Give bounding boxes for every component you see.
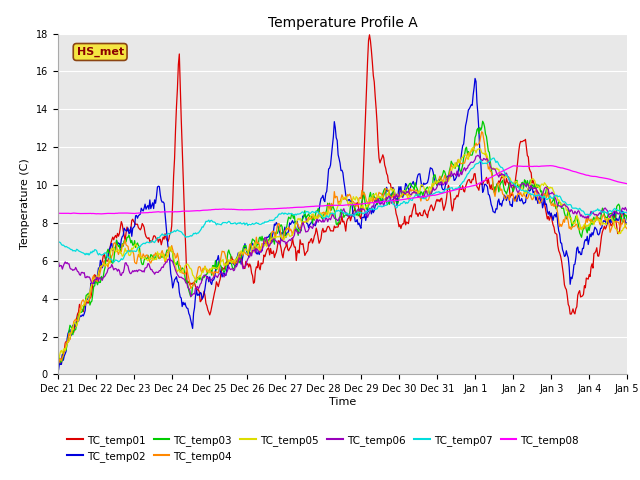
TC_temp07 (54, 238, 61, 243)
TC_temp05 (623, 220, 631, 226)
TC_temp02 (156, 184, 163, 190)
X-axis label: Time: Time (329, 397, 356, 407)
Line: TC_temp03: TC_temp03 (58, 121, 627, 362)
TC_temp08 (547, 163, 554, 168)
TC_temp08 (390, 198, 398, 204)
Y-axis label: Temperature (C): Temperature (C) (20, 158, 30, 250)
TC_temp06 (484, 159, 492, 165)
Line: TC_temp06: TC_temp06 (58, 155, 627, 297)
Line: TC_temp04: TC_temp04 (58, 132, 627, 364)
TC_temp08 (97, 211, 104, 217)
TC_temp03 (435, 178, 443, 183)
TC_temp07 (201, 221, 209, 227)
TC_temp01 (623, 215, 631, 220)
TC_temp05 (312, 216, 319, 221)
TC_temp06 (312, 217, 320, 223)
Line: TC_temp08: TC_temp08 (58, 166, 627, 214)
TC_temp04 (434, 179, 442, 185)
TC_temp04 (389, 192, 397, 198)
TC_temp01 (391, 204, 399, 210)
TC_temp05 (484, 154, 492, 159)
TC_temp05 (200, 266, 208, 272)
TC_temp03 (54, 356, 61, 362)
Line: TC_temp05: TC_temp05 (58, 147, 627, 360)
TC_temp03 (623, 217, 631, 223)
TC_temp04 (478, 129, 486, 134)
TC_temp07 (484, 160, 492, 166)
TC_temp04 (484, 160, 492, 166)
TC_temp02 (623, 220, 631, 226)
TC_temp03 (156, 256, 163, 262)
TC_temp07 (110, 259, 118, 265)
TC_temp03 (201, 273, 209, 278)
TC_temp08 (201, 207, 209, 213)
TC_temp04 (200, 267, 208, 273)
TC_temp01 (312, 225, 320, 231)
TC_temp01 (484, 176, 492, 182)
TC_temp06 (474, 152, 482, 158)
TC_temp08 (435, 192, 443, 197)
TC_temp06 (187, 294, 195, 300)
TC_temp06 (390, 193, 398, 199)
TC_temp01 (156, 237, 163, 242)
TC_temp03 (56, 359, 64, 365)
TC_temp03 (390, 188, 398, 193)
Line: TC_temp02: TC_temp02 (58, 78, 627, 370)
TC_temp02 (312, 220, 320, 226)
TC_temp01 (54, 359, 61, 365)
TC_temp02 (201, 286, 209, 291)
TC_temp03 (312, 208, 320, 214)
TC_temp02 (390, 188, 398, 193)
TC_temp01 (58, 361, 65, 367)
TC_temp05 (434, 178, 442, 183)
Legend: TC_temp01, TC_temp02, TC_temp03, TC_temp04, TC_temp05, TC_temp06, TC_temp07, TC_: TC_temp01, TC_temp02, TC_temp03, TC_temp… (63, 431, 583, 466)
TC_temp02 (54, 363, 61, 369)
TC_temp03 (484, 148, 492, 154)
Title: Temperature Profile A: Temperature Profile A (268, 16, 417, 30)
TC_temp01 (436, 199, 444, 204)
TC_temp08 (312, 203, 320, 209)
TC_temp03 (479, 119, 486, 124)
TC_temp04 (312, 216, 319, 221)
TC_temp04 (623, 226, 631, 232)
Line: TC_temp07: TC_temp07 (58, 158, 627, 262)
TC_temp07 (390, 201, 398, 207)
TC_temp05 (154, 252, 162, 257)
Text: HS_met: HS_met (77, 47, 124, 57)
TC_temp07 (156, 235, 163, 240)
TC_temp01 (365, 32, 373, 37)
TC_temp07 (490, 155, 497, 161)
TC_temp05 (469, 144, 477, 150)
TC_temp01 (201, 293, 209, 299)
TC_temp02 (471, 75, 479, 81)
TC_temp07 (312, 209, 320, 215)
TC_temp04 (154, 252, 162, 258)
TC_temp07 (623, 209, 631, 215)
TC_temp06 (54, 257, 61, 263)
TC_temp06 (623, 208, 631, 214)
TC_temp02 (484, 192, 492, 197)
TC_temp05 (389, 186, 397, 192)
Line: TC_temp01: TC_temp01 (58, 35, 627, 364)
TC_temp02 (54, 367, 62, 373)
TC_temp06 (154, 269, 162, 275)
TC_temp08 (623, 181, 631, 187)
TC_temp06 (435, 180, 443, 186)
TC_temp07 (435, 189, 443, 194)
TC_temp08 (484, 176, 492, 182)
TC_temp02 (435, 177, 443, 182)
TC_temp08 (54, 210, 61, 216)
TC_temp04 (54, 361, 61, 367)
TC_temp06 (201, 272, 209, 278)
TC_temp05 (54, 358, 61, 363)
TC_temp08 (156, 209, 163, 215)
